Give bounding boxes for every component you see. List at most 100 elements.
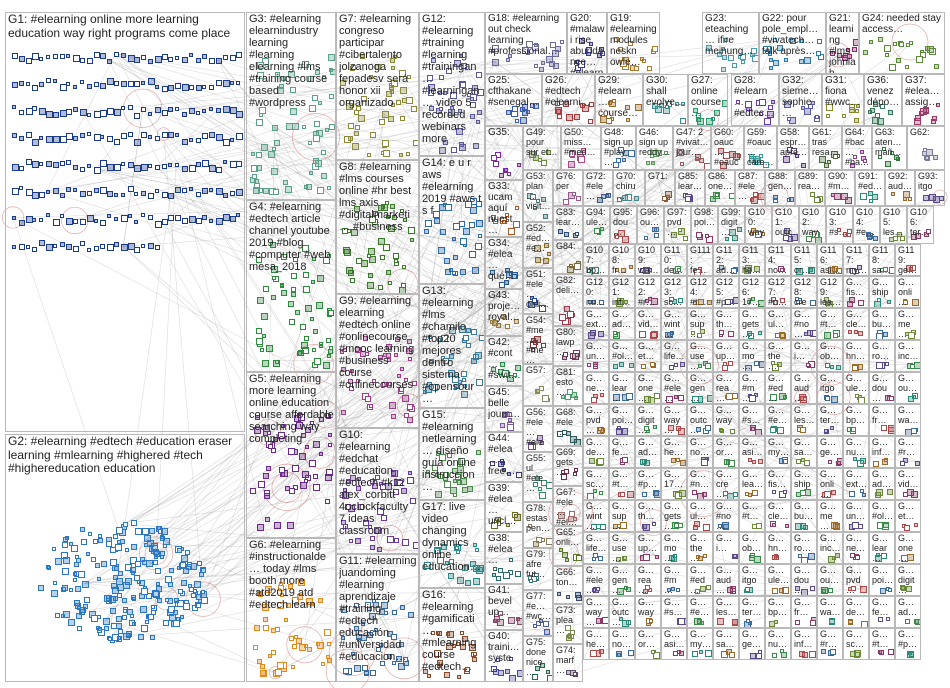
group-box-g186: G… fe… <box>609 436 635 468</box>
node <box>447 108 455 116</box>
node <box>876 489 884 497</box>
node <box>624 299 629 304</box>
node <box>751 297 756 302</box>
node <box>114 80 119 86</box>
node <box>812 230 820 238</box>
node <box>462 487 469 494</box>
node <box>617 147 624 154</box>
edge <box>96 168 545 261</box>
node <box>697 299 704 306</box>
node <box>541 479 548 486</box>
node <box>877 297 882 302</box>
node <box>374 63 381 70</box>
group-nodes <box>610 565 634 595</box>
node <box>148 135 152 139</box>
node <box>829 649 836 656</box>
self-loop-edge <box>794 390 811 407</box>
group-box-g264: G… no… <box>609 628 635 660</box>
node <box>776 45 783 51</box>
node <box>508 227 516 235</box>
node <box>216 79 222 86</box>
node <box>559 40 564 45</box>
node <box>699 585 706 592</box>
edge <box>728 268 886 590</box>
node <box>587 492 595 499</box>
group-nodes <box>636 245 660 275</box>
node <box>543 628 550 635</box>
node <box>161 109 168 116</box>
node <box>328 124 335 131</box>
node <box>934 63 940 69</box>
node <box>362 519 369 526</box>
node <box>392 610 398 616</box>
node <box>541 197 547 203</box>
node <box>854 329 859 334</box>
node <box>394 353 399 358</box>
group-box-g257: G… bp… <box>765 596 791 628</box>
group-box-g202: G… #n… <box>687 468 713 500</box>
node <box>853 154 858 159</box>
node <box>436 630 441 635</box>
node <box>727 361 733 367</box>
group-nodes <box>610 245 634 275</box>
node <box>880 267 885 272</box>
node <box>850 585 856 591</box>
node <box>727 330 734 337</box>
group-box-g200: G… #p… <box>635 468 661 500</box>
node <box>370 535 375 541</box>
node <box>492 566 497 571</box>
group-box-g221: G… un… <box>843 500 869 532</box>
group-nodes <box>524 171 552 221</box>
group-box-g127: G127: #n… <box>765 276 791 308</box>
group-nodes <box>903 75 944 125</box>
edge <box>478 110 831 366</box>
edge <box>156 426 753 554</box>
group-nodes <box>870 469 894 499</box>
node <box>745 619 750 624</box>
node <box>66 159 72 165</box>
node <box>615 428 623 435</box>
node <box>671 231 678 238</box>
node <box>496 576 502 582</box>
edge <box>218 190 654 523</box>
node <box>374 628 379 633</box>
group-nodes <box>486 13 566 73</box>
node <box>386 630 393 637</box>
group-nodes <box>610 309 634 339</box>
group-box-g182: G… bp… <box>843 404 869 436</box>
group-nodes <box>740 501 764 531</box>
group-nodes <box>746 207 771 243</box>
node <box>830 193 835 198</box>
node <box>596 458 604 466</box>
edge <box>505 164 707 282</box>
edge <box>428 156 697 337</box>
node <box>111 582 117 589</box>
node <box>222 105 230 113</box>
node <box>700 459 708 467</box>
node <box>262 472 269 479</box>
edge <box>163 51 602 112</box>
group-box-g165: G… #m… <box>739 372 765 404</box>
node <box>827 588 833 594</box>
group-box-g36: G36: venez dépo… <box>864 74 902 126</box>
edge <box>274 126 729 396</box>
edge <box>140 300 889 596</box>
node <box>478 335 484 342</box>
group-nodes <box>584 405 608 435</box>
node <box>107 107 115 115</box>
node <box>400 487 407 494</box>
node <box>127 242 135 250</box>
node <box>856 265 862 271</box>
node <box>914 361 920 369</box>
node <box>621 268 627 274</box>
group-box-g199: G… #t… <box>609 468 635 500</box>
node <box>718 329 724 335</box>
node <box>387 280 392 285</box>
node <box>617 587 625 595</box>
node <box>457 109 462 114</box>
node <box>168 568 174 574</box>
node <box>148 164 152 169</box>
node <box>852 46 858 52</box>
node <box>344 135 352 143</box>
node <box>12 187 19 195</box>
